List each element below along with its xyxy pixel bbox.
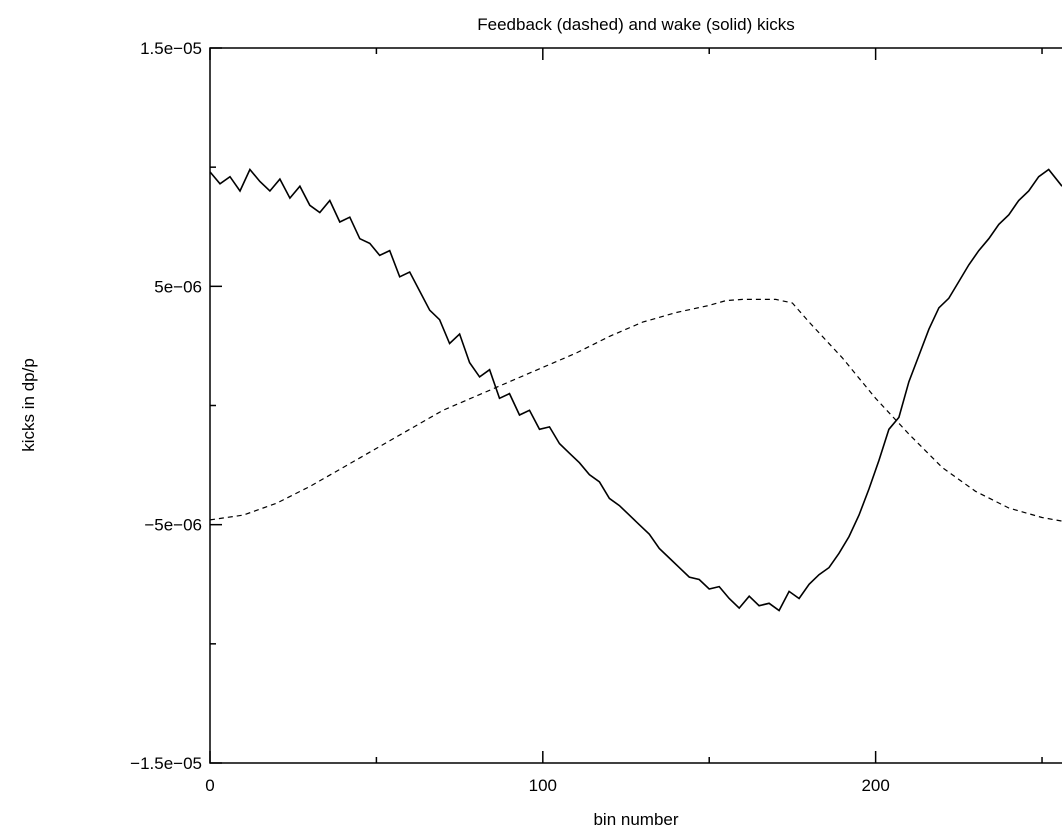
x-tick-label: 200 xyxy=(861,776,889,795)
plot-frame xyxy=(209,47,1062,764)
y-tick-label: 5e−06 xyxy=(154,277,202,296)
x-tick-label: 0 xyxy=(205,776,214,795)
series-feedback-line xyxy=(209,298,1062,522)
y-axis-label: kicks in dp/p xyxy=(19,358,38,452)
y-tick-label: 1.5e−05 xyxy=(140,39,202,58)
ticks-layer: −1.5e−05 −5e−06 5e−06 1.5e−05 0 100 200 xyxy=(130,39,1043,795)
y-tick-label: −1.5e−05 xyxy=(130,754,202,773)
x-axis-label: bin number xyxy=(593,810,678,829)
y-tick-label: −5e−06 xyxy=(144,516,202,535)
series-layer xyxy=(209,168,1062,612)
chart-title: Feedback (dashed) and wake (solid) kicks xyxy=(477,15,794,34)
x-tick-label: 100 xyxy=(529,776,557,795)
series-wake-line xyxy=(209,168,1062,612)
